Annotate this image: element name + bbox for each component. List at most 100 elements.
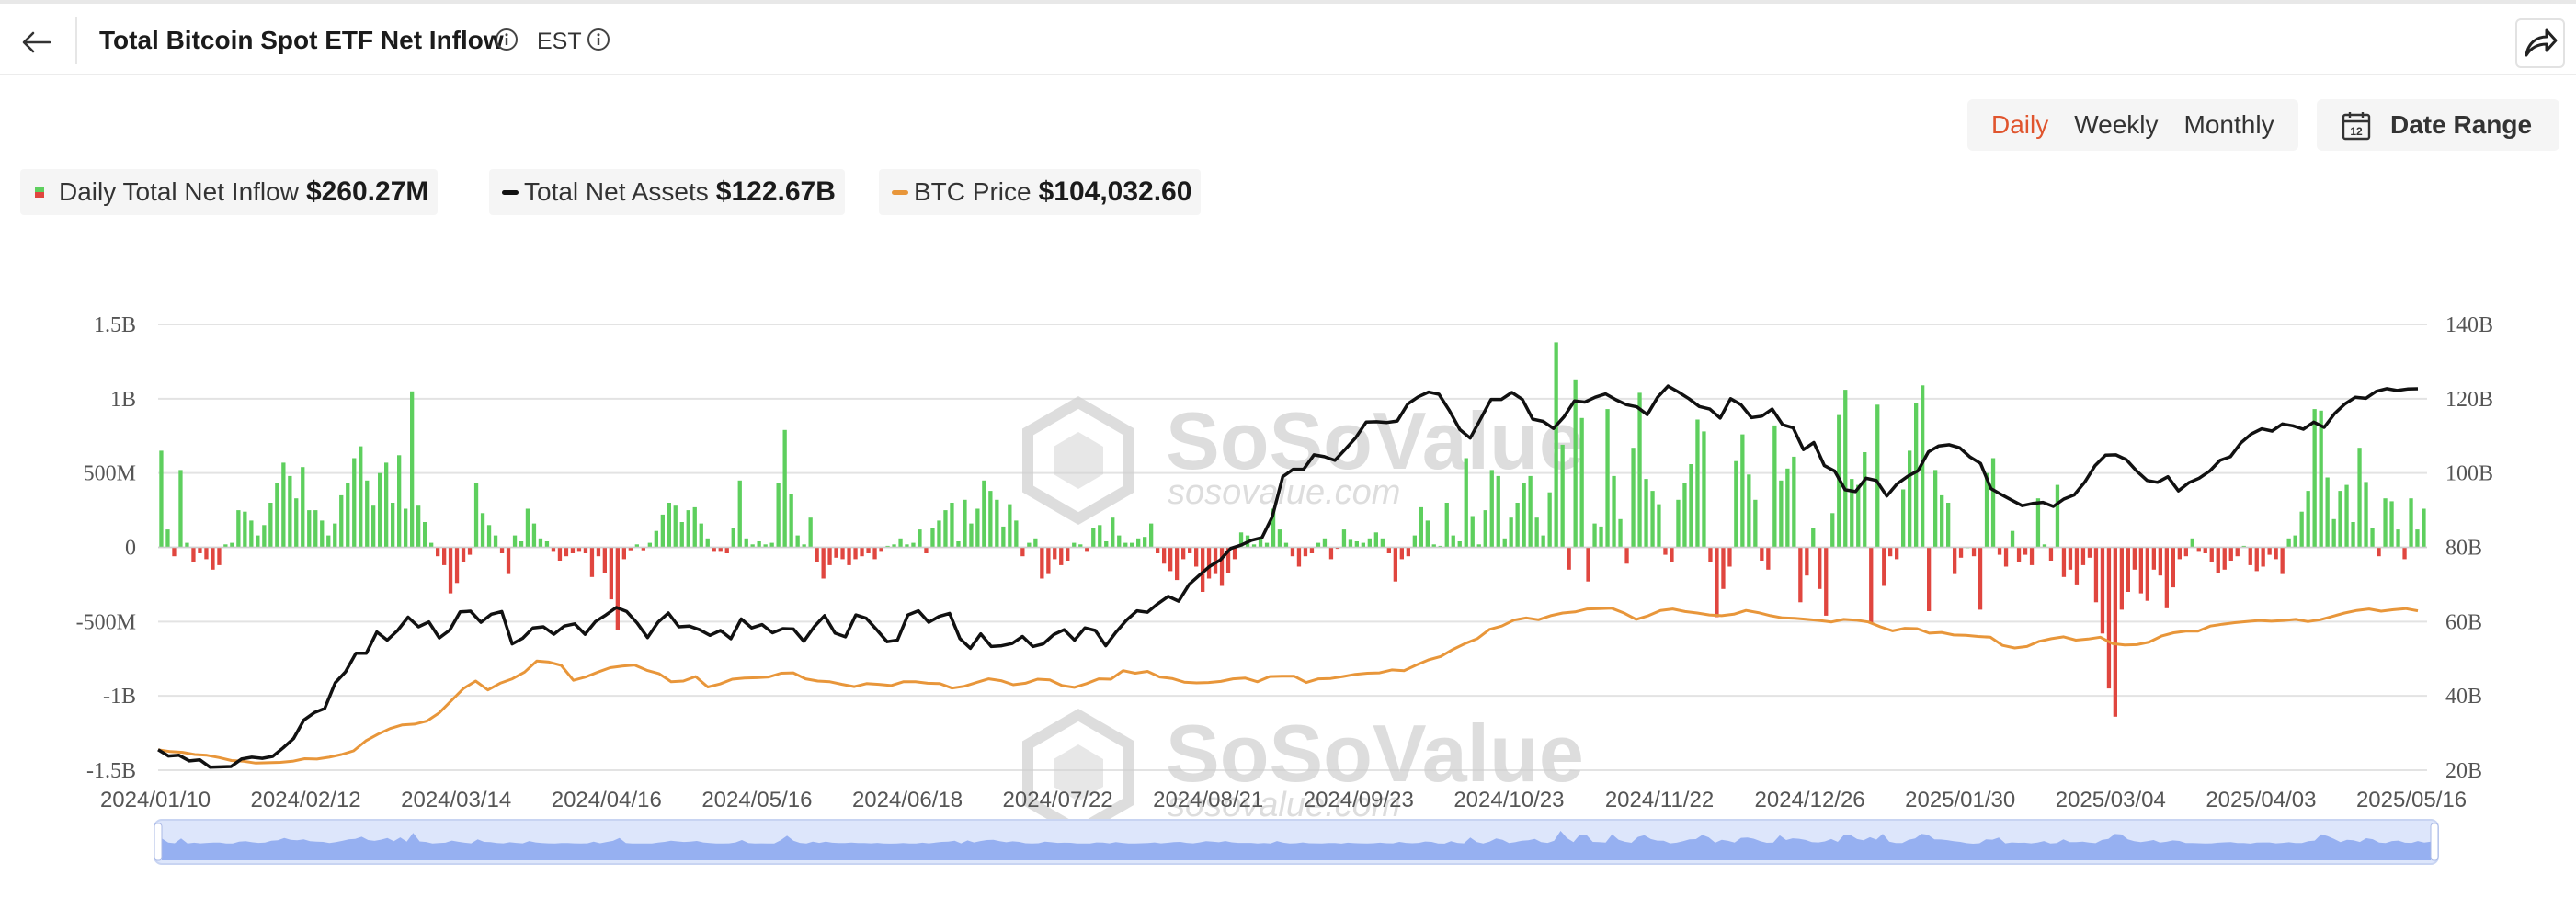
inflow-bar[interactable] bbox=[2042, 544, 2047, 548]
inflow-bar[interactable] bbox=[2061, 547, 2067, 577]
inflow-bar[interactable] bbox=[847, 547, 851, 565]
inflow-bar[interactable] bbox=[2055, 484, 2060, 548]
inflow-bar[interactable] bbox=[236, 510, 241, 548]
inflow-bar[interactable] bbox=[333, 523, 337, 548]
inflow-bar[interactable] bbox=[2074, 547, 2080, 585]
inflow-bar[interactable] bbox=[442, 547, 447, 565]
inflow-bar[interactable] bbox=[2228, 547, 2233, 562]
inflow-bar[interactable] bbox=[2190, 538, 2194, 548]
inflow-bar[interactable] bbox=[2344, 484, 2349, 548]
inflow-bar[interactable] bbox=[757, 541, 761, 548]
inflow-bar[interactable] bbox=[1792, 456, 1796, 548]
inflow-bar[interactable] bbox=[1811, 528, 1816, 548]
inflow-bar[interactable] bbox=[1219, 547, 1225, 586]
inflow-bar[interactable] bbox=[436, 547, 440, 557]
inflow-bar[interactable] bbox=[699, 523, 703, 548]
inflow-bar[interactable] bbox=[1509, 517, 1513, 548]
inflow-bar[interactable] bbox=[744, 538, 748, 548]
inflow-bar[interactable] bbox=[416, 505, 421, 548]
inflow-bar[interactable] bbox=[621, 547, 626, 560]
inflow-bar[interactable] bbox=[1201, 547, 1205, 593]
inflow-bar[interactable] bbox=[963, 499, 967, 548]
inflow-bar[interactable] bbox=[1232, 547, 1237, 560]
inflow-bar[interactable] bbox=[454, 547, 460, 584]
inflow-bar[interactable] bbox=[789, 494, 793, 548]
inflow-bar[interactable] bbox=[1175, 547, 1180, 581]
inflow-bar[interactable] bbox=[2145, 547, 2149, 601]
inflow-bar[interactable] bbox=[1895, 547, 1899, 560]
inflow-bar[interactable] bbox=[673, 505, 678, 548]
inflow-bar[interactable] bbox=[905, 544, 909, 548]
inflow-bar[interactable] bbox=[1143, 537, 1147, 548]
inflow-bar[interactable] bbox=[853, 547, 858, 560]
inflow-bar[interactable] bbox=[1181, 547, 1186, 560]
inflow-bar[interactable] bbox=[602, 547, 607, 573]
inflow-bar[interactable] bbox=[1053, 547, 1057, 560]
inflow-bar[interactable] bbox=[1914, 403, 1919, 548]
back-button[interactable] bbox=[18, 24, 55, 61]
inflow-bar[interactable] bbox=[2389, 501, 2394, 548]
inflow-bar[interactable] bbox=[2106, 547, 2112, 689]
inflow-bar[interactable] bbox=[352, 458, 357, 548]
inflow-bar[interactable] bbox=[1225, 547, 1231, 573]
inflow-bar[interactable] bbox=[576, 547, 582, 552]
inflow-bar[interactable] bbox=[493, 535, 498, 548]
inflow-bar[interactable] bbox=[346, 483, 350, 548]
inflow-bar[interactable] bbox=[950, 503, 954, 548]
inflow-bar[interactable] bbox=[2267, 547, 2272, 555]
inflow-bar[interactable] bbox=[1534, 517, 1539, 548]
inflow-bar[interactable] bbox=[1984, 472, 1989, 548]
inflow-bar[interactable] bbox=[911, 542, 916, 548]
inflow-bar[interactable] bbox=[1008, 504, 1012, 548]
inflow-bar[interactable] bbox=[2299, 511, 2304, 548]
inflow-bar[interactable] bbox=[2319, 410, 2323, 548]
inflow-bar[interactable] bbox=[924, 547, 929, 554]
inflow-bar[interactable] bbox=[1489, 470, 1494, 548]
inflow-bar[interactable] bbox=[2331, 518, 2336, 548]
inflow-bar[interactable] bbox=[2312, 409, 2317, 548]
inflow-bar[interactable] bbox=[1251, 544, 1257, 548]
inflow-bar[interactable] bbox=[769, 542, 774, 548]
inflow-bar[interactable] bbox=[1001, 526, 1006, 548]
inflow-bar[interactable] bbox=[1901, 489, 1906, 548]
inflow-bar[interactable] bbox=[1650, 491, 1655, 548]
inflow-bar[interactable] bbox=[2364, 482, 2368, 548]
inflow-bar[interactable] bbox=[1753, 499, 1758, 548]
inflow-bar[interactable] bbox=[2119, 547, 2124, 610]
inflow-bar[interactable] bbox=[1740, 434, 1745, 548]
inflow-bar[interactable] bbox=[1779, 480, 1784, 548]
inflow-bar[interactable] bbox=[2209, 547, 2214, 562]
inflow-bar[interactable] bbox=[879, 547, 883, 552]
inflow-bar[interactable] bbox=[660, 514, 665, 548]
inflow-bar[interactable] bbox=[1277, 529, 1282, 548]
inflow-bar[interactable] bbox=[1554, 342, 1558, 548]
inflow-bar[interactable] bbox=[763, 544, 768, 548]
inflow-bar[interactable] bbox=[2016, 547, 2022, 562]
inflow-bar[interactable] bbox=[2280, 547, 2285, 574]
inflow-bar[interactable] bbox=[898, 538, 903, 548]
inflow-bar[interactable] bbox=[2338, 491, 2342, 548]
inflow-bar[interactable] bbox=[294, 498, 299, 548]
inflow-bar[interactable] bbox=[359, 446, 363, 548]
inflow-bar[interactable] bbox=[731, 528, 735, 548]
inflow-bar[interactable] bbox=[2138, 547, 2143, 594]
inflow-bar[interactable] bbox=[1431, 544, 1436, 548]
inflow-bar[interactable] bbox=[1156, 547, 1160, 554]
inflow-bar[interactable] bbox=[512, 535, 518, 548]
legend-total-net-assets[interactable]: Total Net Assets $122.67B bbox=[489, 169, 845, 215]
inflow-bar[interactable] bbox=[1354, 541, 1359, 548]
inflow-bar[interactable] bbox=[531, 523, 537, 548]
inflow-bar[interactable] bbox=[589, 547, 595, 577]
inflow-bar[interactable] bbox=[1059, 547, 1064, 565]
inflow-bar[interactable] bbox=[2093, 547, 2099, 603]
inflow-bar[interactable] bbox=[1194, 547, 1199, 567]
inflow-bar[interactable] bbox=[1940, 494, 1944, 548]
inflow-bar[interactable] bbox=[1470, 516, 1475, 548]
inflow-bar[interactable] bbox=[1637, 392, 1642, 548]
inflow-bar[interactable] bbox=[2241, 545, 2246, 548]
inflow-bar[interactable] bbox=[776, 483, 781, 548]
inflow-bar[interactable] bbox=[1104, 541, 1109, 548]
inflow-bar[interactable] bbox=[885, 545, 890, 548]
inflow-bar[interactable] bbox=[609, 547, 613, 600]
inflow-bar[interactable] bbox=[2248, 547, 2252, 565]
